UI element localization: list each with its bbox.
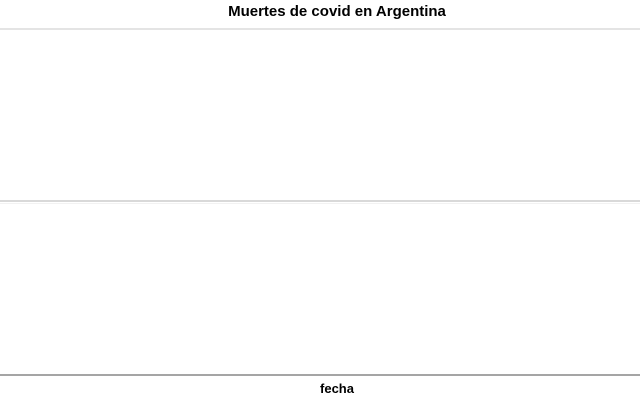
x-axis-label: fecha	[320, 381, 354, 396]
gridline-top	[0, 28, 640, 30]
chart-title: Muertes de covid en Argentina	[228, 3, 446, 20]
x-axis-line	[0, 374, 640, 376]
plot-area	[0, 30, 640, 374]
gridline-middle-faint	[0, 203, 640, 204]
gridline-middle	[0, 200, 640, 202]
